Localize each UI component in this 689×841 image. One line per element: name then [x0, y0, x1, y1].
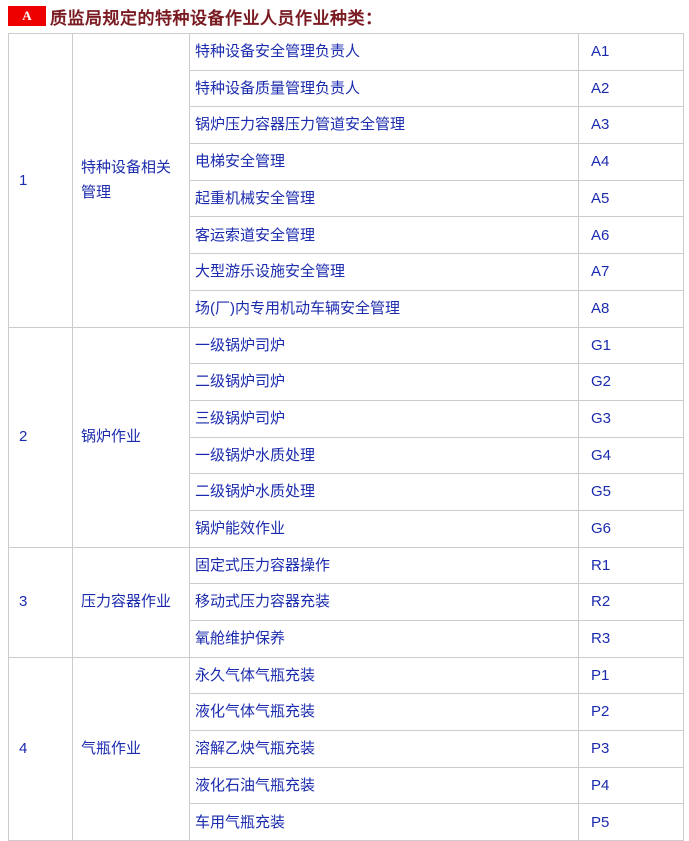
- table-row: 特种设备质量管理负责人 A2: [9, 69, 684, 108]
- group-category-cell: 压力容器作业: [72, 546, 190, 658]
- job-name-cell: 大型游乐设施安全管理: [189, 253, 579, 291]
- table-row: 车用气瓶充装 P5: [9, 803, 684, 841]
- table-row: 2 锅炉作业 一级锅炉司炉 G1: [8, 326, 684, 548]
- table-row: 场(厂)内专用机动车辆安全管理 A8: [9, 289, 684, 328]
- table-row: 移动式压力容器充装 R2: [9, 583, 684, 621]
- job-name-cell: 液化气体气瓶充装: [189, 693, 579, 732]
- table-row: 溶解乙炔气瓶充装 P3: [9, 730, 684, 768]
- job-name-cell: 二级锅炉水质处理: [189, 473, 579, 511]
- job-code-cell: A8: [578, 289, 684, 328]
- table-row: 1 特种设备相关管理 特种设备安全管理负责人 A1: [8, 33, 684, 328]
- job-name-cell: 氧舱维护保养: [189, 620, 579, 658]
- job-code-cell: A2: [578, 69, 684, 108]
- table-row: 3 压力容器作业 固定式压力容器操作 R1: [8, 546, 684, 658]
- table-row: 液化石油气瓶充装 P4: [9, 766, 684, 805]
- group-number-cell: 3: [8, 546, 73, 658]
- table-row: 大型游乐设施安全管理 A7: [9, 253, 684, 291]
- table-row: 二级锅炉司炉 G2: [9, 363, 684, 401]
- job-name-cell: 特种设备安全管理负责人: [189, 33, 579, 71]
- job-name-cell: 永久气体气瓶充装: [189, 656, 579, 695]
- job-name-cell: 客运索道安全管理: [189, 216, 579, 255]
- job-code-cell: P1: [578, 656, 684, 695]
- job-code-cell: G6: [578, 509, 684, 548]
- job-code-cell: P3: [578, 730, 684, 768]
- job-name-cell: 三级锅炉司炉: [189, 399, 579, 438]
- table-row: 三级锅炉司炉 G3: [9, 399, 684, 438]
- job-name-cell: 车用气瓶充装: [189, 803, 579, 841]
- job-name-cell: 特种设备质量管理负责人: [189, 69, 579, 108]
- job-name-cell: 溶解乙炔气瓶充装: [189, 730, 579, 768]
- job-code-cell: P4: [578, 766, 684, 805]
- job-code-cell: R3: [578, 620, 684, 658]
- table-row: 电梯安全管理 A4: [9, 143, 684, 181]
- job-name-cell: 锅炉压力容器压力管道安全管理: [189, 106, 579, 145]
- group-number-cell: 2: [8, 326, 73, 548]
- section-badge: A: [8, 6, 46, 26]
- page-title: 质监局规定的特种设备作业人员作业种类：: [50, 8, 383, 28]
- job-code-cell: G3: [578, 399, 684, 438]
- job-code-cell: A4: [578, 143, 684, 181]
- table-row: 锅炉能效作业 G6: [9, 509, 684, 548]
- job-code-cell: A1: [578, 33, 684, 71]
- job-code-cell: R2: [578, 583, 684, 621]
- job-code-cell: P5: [578, 803, 684, 841]
- group-category-cell: 气瓶作业: [72, 656, 190, 841]
- job-code-cell: A7: [578, 253, 684, 291]
- job-code-cell: P2: [578, 693, 684, 732]
- job-code-cell: G4: [578, 436, 684, 475]
- job-code-cell: A3: [578, 106, 684, 145]
- section-header: A 质监局规定的特种设备作业人员作业种类：: [8, 5, 383, 28]
- table-row: 4 气瓶作业 永久气体气瓶充装 P1: [8, 656, 684, 841]
- group-category-cell: 锅炉作业: [72, 326, 190, 548]
- table-row: 二级锅炉水质处理 G5: [9, 473, 684, 511]
- job-name-cell: 一级锅炉水质处理: [189, 436, 579, 475]
- job-name-cell: 一级锅炉司炉: [189, 326, 579, 365]
- job-name-cell: 起重机械安全管理: [189, 179, 579, 218]
- job-name-cell: 场(厂)内专用机动车辆安全管理: [189, 289, 579, 328]
- job-name-cell: 电梯安全管理: [189, 143, 579, 181]
- job-code-cell: A5: [578, 179, 684, 218]
- group-number-cell: 1: [8, 33, 73, 328]
- job-code-cell: G2: [578, 363, 684, 401]
- table-body: 1 特种设备相关管理 特种设备安全管理负责人 A1 特种设备质量管理负责人 A2 锅炉压力容…: [8, 33, 684, 841]
- job-code-cell: A6: [578, 216, 684, 255]
- job-name-cell: 二级锅炉司炉: [189, 363, 579, 401]
- job-code-cell: G1: [578, 326, 684, 365]
- table-row: 锅炉压力容器压力管道安全管理 A3: [9, 106, 684, 145]
- job-code-cell: G5: [578, 473, 684, 511]
- job-name-cell: 锅炉能效作业: [189, 509, 579, 548]
- table-row: 起重机械安全管理 A5: [9, 179, 684, 218]
- job-name-cell: 固定式压力容器操作: [189, 546, 579, 585]
- table-row: 液化气体气瓶充装 P2: [9, 693, 684, 732]
- table-row: 客运索道安全管理 A6: [9, 216, 684, 255]
- group-number-cell: 4: [8, 656, 73, 841]
- job-name-cell: 移动式压力容器充装: [189, 583, 579, 621]
- group-category-cell: 特种设备相关管理: [72, 33, 190, 328]
- job-name-cell: 液化石油气瓶充装: [189, 766, 579, 805]
- job-categories-table: 1 特种设备相关管理 特种设备安全管理负责人 A1 特种设备质量管理负责人 A2 锅炉压力容…: [8, 33, 684, 841]
- table-row: 氧舱维护保养 R3: [9, 620, 684, 658]
- job-code-cell: R1: [578, 546, 684, 585]
